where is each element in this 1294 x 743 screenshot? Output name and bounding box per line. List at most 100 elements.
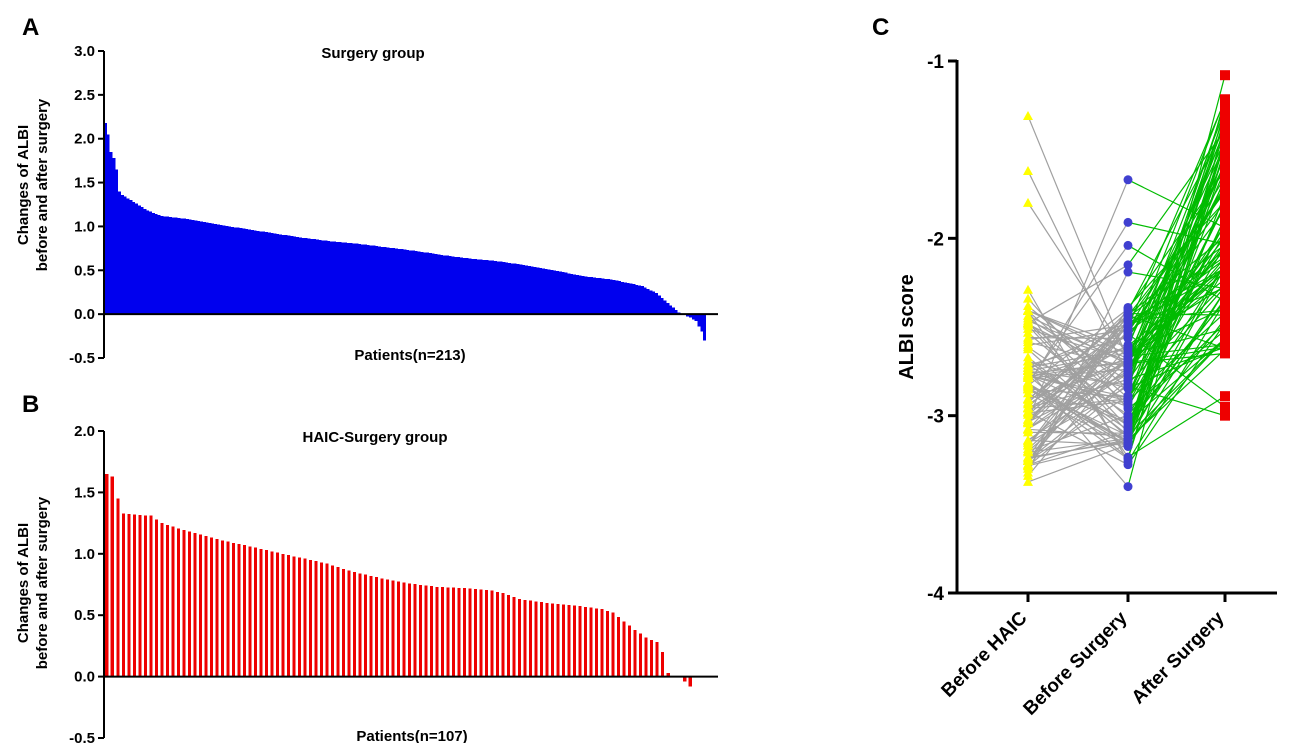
panel-b-bar [237,543,241,677]
panel-b-bar [270,551,274,677]
panel-c-point-before-haic [1023,305,1033,315]
panel-b-bar [457,587,461,677]
panel-b-bar [198,534,202,677]
panel-c-point-before-haic [1023,165,1033,175]
panel-a-bar [324,240,328,315]
panel-a-y-tick-label: 2.5 [74,87,95,104]
panel-a-bar [194,220,198,315]
panel-b-bar [132,514,136,677]
panel-a-bar [429,253,432,315]
panel-b-bar [688,676,692,687]
panel-c-point-before-surgery [1123,267,1133,277]
panel-a-bar [386,247,390,315]
panel-b-bar [468,588,472,677]
panel-c-line-surgery-to-after [1127,244,1226,318]
panel-c-point-after-surgery [1220,212,1230,223]
panel-c-point-after-surgery [1220,146,1230,157]
panel-b-bar [281,553,285,677]
panel-b-y-tick-label: 1.5 [74,484,95,501]
panel-a-bar [502,261,506,315]
panel-c-line-surgery-to-after [1127,286,1226,398]
panel-a-bar [250,229,254,315]
panel-a-bar [321,240,325,315]
panel-a-bar [279,234,283,315]
panel-c-line-surgery-to-after [1127,169,1226,400]
panel-c-line-surgery-to-after [1127,129,1226,365]
panel-a-bar [403,249,407,315]
panel-a-bar [239,228,243,315]
panel-c-line-surgery-to-after [1127,176,1226,339]
panel-c-line-surgery-to-after [1127,100,1226,327]
panel-b-bar [639,633,643,677]
panel-a-bar [375,246,379,315]
panel-c-point-before-surgery [1123,325,1133,335]
panel-c-point-before-haic [1023,407,1033,417]
panel-b-bar [193,533,197,677]
panel-a-bar [657,295,661,315]
panel-b-bar [341,568,345,677]
panel-a-bar [426,252,430,315]
panel-c-point-before-haic [1023,365,1033,375]
panel-c-line-haic-to-surgery [1027,245,1129,383]
panel-a-bar [601,278,605,315]
panel-c-line-surgery-to-after [1127,99,1226,348]
panel-a-bar [200,221,203,315]
panel-c-line-surgery-to-after [1127,137,1226,442]
panel-c-point-before-haic [1023,379,1033,389]
panel-c-line-haic-to-surgery [1027,364,1129,426]
panel-c-line-haic-to-surgery [1027,398,1129,410]
panel-a-bar [358,243,362,315]
panel-a-bar [301,237,305,315]
panel-a-axes: -0.5 0.0 0.5 1.0 1.5 2.0 2.5 3.0 [69,43,718,367]
panel-b-bar [683,676,687,682]
panel-b-bar [319,562,323,677]
panel-a-bar [587,276,591,315]
panel-a-bar [494,260,497,315]
panel-b-bar [595,608,599,677]
panel-c-x-tick-label: Before HAIC [938,607,1032,701]
panel-b-bar [485,590,489,677]
panel-b-bar [391,580,395,677]
panel-a-bar [652,291,656,315]
panel-a-bar [533,266,537,315]
panel-a-bar [499,261,503,315]
panel-a-bar [632,284,636,315]
panel-b-bar [374,577,378,677]
panel-c-point-before-haic [1023,327,1033,337]
panel-b-ylabel-line1: Changes of ALBI [15,523,32,643]
panel-b-bar [540,602,544,677]
panel-a-bar [313,239,316,315]
panel-b-bar [380,578,384,677]
panel-c-point-after-surgery [1220,256,1230,267]
panel-a-bar [217,224,220,315]
panel-a-bar [330,241,333,315]
panel-a-letter: A [22,14,39,41]
panel-a-bar [615,280,619,315]
panel-c-line-surgery-to-after [1127,184,1226,359]
panel-c-point-before-haic [1023,359,1033,369]
panel-b-bar [330,565,334,677]
panel-c-line-surgery-to-after [1127,329,1226,410]
panel-c-line-surgery-to-after [1127,301,1226,462]
panel-a-bar [559,271,562,315]
panel-a-bar [646,288,650,315]
panel-b-bar [347,570,351,677]
panel-a-bar [236,227,240,315]
panel-b-bar [149,515,153,677]
panel-b-bar [286,555,290,677]
panel-c-line-haic-to-surgery [1027,385,1129,444]
panel-a-bar [663,300,667,315]
panel-b-bar [474,589,478,677]
panel-a-bar [270,233,274,315]
panel-b-bar [242,545,246,677]
panel-c-line-haic-to-surgery [1027,374,1129,398]
panel-c-point-before-surgery [1123,312,1133,322]
panel-c-line-haic-to-surgery [1027,383,1129,467]
panel-b-bar [226,541,230,677]
panel-a-bar [253,230,257,315]
panel-a-bar [618,281,622,315]
panel-a-bar [462,257,466,315]
panel-a-bar [400,249,404,315]
panel-c-point-after-surgery [1220,318,1230,329]
